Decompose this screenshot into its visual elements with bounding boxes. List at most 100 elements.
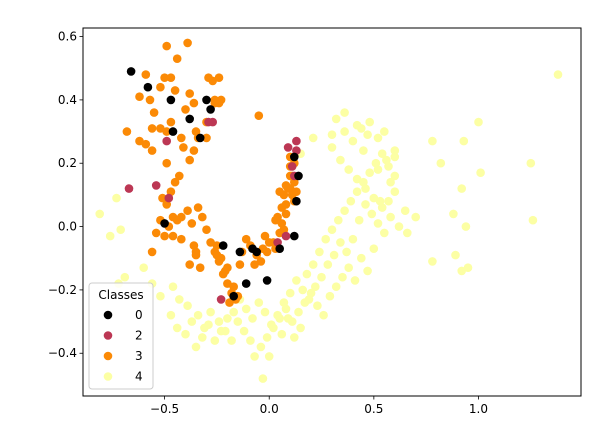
point-class-4 <box>233 317 243 326</box>
point-class-3 <box>185 155 194 165</box>
point-class-3 <box>198 212 207 222</box>
point-class-4 <box>390 171 400 181</box>
point-class-0 <box>290 152 299 162</box>
point-class-4 <box>361 200 370 209</box>
point-class-4 <box>365 117 375 127</box>
point-class-4 <box>403 228 412 238</box>
y-axis: −0.4 −0.2 0.0 0.2 0.4 0.6 <box>48 30 83 360</box>
point-class-4 <box>361 184 370 193</box>
point-class-4 <box>451 250 460 260</box>
point-class-4 <box>262 333 272 342</box>
legend-title: Classes <box>98 288 143 302</box>
point-class-3 <box>183 38 192 48</box>
point-class-4 <box>175 295 184 304</box>
point-class-4 <box>346 196 356 206</box>
point-class-0 <box>248 244 257 253</box>
point-class-3 <box>166 117 176 127</box>
point-class-3 <box>166 73 176 82</box>
point-class-0 <box>168 127 178 136</box>
point-class-4 <box>375 196 385 206</box>
point-class-3 <box>172 54 182 63</box>
point-class-4 <box>260 307 270 317</box>
point-class-4 <box>325 291 335 301</box>
point-class-4 <box>327 225 337 234</box>
point-class-4 <box>166 310 176 320</box>
point-class-4 <box>308 260 318 269</box>
point-class-4 <box>214 317 224 326</box>
point-class-4 <box>457 184 467 193</box>
point-class-4 <box>116 225 125 234</box>
point-class-4 <box>350 276 360 285</box>
point-class-0 <box>290 231 299 241</box>
point-class-4 <box>373 133 383 143</box>
y-tick-label: 0.6 <box>58 30 77 44</box>
point-class-3 <box>189 98 199 108</box>
point-class-3 <box>275 187 285 196</box>
point-class-4 <box>181 329 190 339</box>
y-tick-label: −0.4 <box>48 346 77 360</box>
point-class-4 <box>315 247 324 257</box>
point-class-2 <box>292 136 301 146</box>
point-class-4 <box>292 276 301 285</box>
point-class-4 <box>317 272 326 282</box>
point-class-4 <box>382 155 391 165</box>
point-class-3 <box>156 82 165 92</box>
point-class-3 <box>212 241 222 250</box>
point-class-4 <box>95 209 104 219</box>
point-class-3 <box>235 260 245 269</box>
point-class-0 <box>195 133 205 143</box>
point-class-4 <box>336 155 345 165</box>
point-class-4 <box>223 314 232 323</box>
point-class-3 <box>175 171 184 181</box>
point-class-3 <box>241 234 251 244</box>
point-class-3 <box>147 124 157 133</box>
point-class-0 <box>294 171 303 181</box>
point-class-4 <box>367 209 377 219</box>
y-tick-label: 0.2 <box>58 156 77 170</box>
point-class-4 <box>227 336 236 345</box>
point-class-4 <box>302 269 312 279</box>
point-class-4 <box>193 310 203 320</box>
point-class-3 <box>292 187 301 196</box>
point-class-3 <box>147 247 157 257</box>
point-class-4 <box>313 301 322 311</box>
point-class-3 <box>195 263 205 273</box>
point-class-4 <box>311 282 320 292</box>
legend-marker-class-2 <box>103 331 113 340</box>
point-class-2 <box>204 117 213 127</box>
point-class-2 <box>216 295 226 304</box>
point-class-2 <box>151 181 161 190</box>
point-class-3 <box>185 89 194 98</box>
point-class-0 <box>206 105 215 114</box>
point-class-4 <box>264 352 274 361</box>
point-class-3 <box>189 146 199 155</box>
point-class-4 <box>258 374 268 383</box>
point-class-4 <box>304 295 314 304</box>
point-class-4 <box>428 136 437 146</box>
point-class-4 <box>246 336 255 345</box>
y-tick-label: 0.0 <box>58 220 77 234</box>
point-class-4 <box>373 165 383 174</box>
point-class-3 <box>271 215 280 225</box>
x-tick-label: 0.5 <box>364 402 383 416</box>
point-class-4 <box>526 158 536 168</box>
point-class-2 <box>287 162 297 171</box>
point-class-4 <box>340 108 349 117</box>
point-class-3 <box>160 231 169 241</box>
legend-marker-class-3 <box>103 351 113 361</box>
point-class-4 <box>338 272 347 282</box>
point-class-3 <box>170 86 180 95</box>
point-class-4 <box>344 165 354 174</box>
point-class-4 <box>369 244 379 253</box>
point-class-4 <box>357 253 366 263</box>
point-class-3 <box>162 158 171 168</box>
point-class-3 <box>210 95 220 105</box>
point-class-3 <box>262 247 272 257</box>
point-class-4 <box>476 168 485 177</box>
point-class-4 <box>363 130 372 139</box>
point-class-3 <box>177 212 186 222</box>
point-class-3 <box>212 250 222 260</box>
point-class-4 <box>390 187 400 196</box>
point-class-2 <box>283 143 293 152</box>
point-class-3 <box>177 133 186 143</box>
